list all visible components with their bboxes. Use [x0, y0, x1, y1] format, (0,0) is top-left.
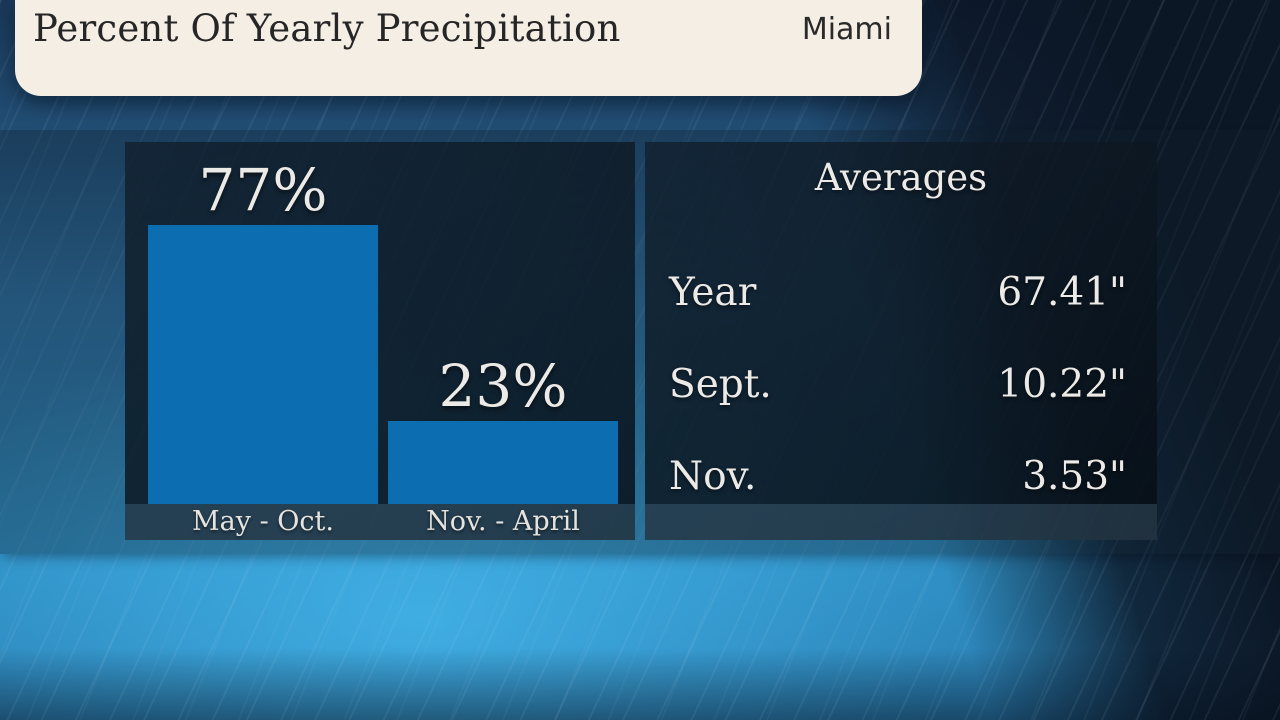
- averages-panel: Averages Year 67.41" Sept. 10.22" Nov. 3…: [645, 142, 1157, 540]
- content-band: 77% 23% May - Oct. Nov. - April Averages…: [0, 130, 1280, 554]
- bar-value-label-may-oct: 77%: [198, 156, 328, 225]
- averages-value-nov: 3.53": [1022, 454, 1127, 499]
- header-card: Percent Of Yearly Precipitation Miami: [15, 0, 922, 96]
- averages-row-nov: Nov. 3.53": [669, 454, 1127, 499]
- bar-may-oct: [148, 225, 378, 504]
- averages-value-sept: 10.22": [997, 362, 1127, 407]
- averages-footer-strip: [645, 504, 1157, 540]
- averages-title: Averages: [814, 156, 988, 199]
- averages-body: Averages Year 67.41" Sept. 10.22" Nov. 3…: [645, 142, 1157, 504]
- averages-value-year: 67.41": [997, 270, 1127, 315]
- averages-row-year: Year 67.41": [669, 270, 1127, 315]
- averages-label-nov: Nov.: [669, 454, 757, 499]
- averages-row-sept: Sept. 10.22": [669, 362, 1127, 407]
- category-label-nov-april: Nov. - April: [426, 506, 580, 537]
- averages-label-year: Year: [669, 270, 757, 315]
- page-title: Percent Of Yearly Precipitation: [33, 7, 621, 50]
- category-strip: May - Oct. Nov. - April: [125, 504, 635, 540]
- bar-value-label-nov-april: 23%: [438, 351, 568, 420]
- chart-plot-area: 77% 23%: [125, 142, 635, 504]
- category-label-may-oct: May - Oct.: [192, 506, 334, 537]
- bar-group-nov-april: 23%: [388, 142, 618, 504]
- averages-label-sept: Sept.: [669, 362, 772, 407]
- bar-nov-april: [388, 420, 618, 504]
- bar-group-may-oct: 77%: [148, 142, 378, 504]
- bar-chart-panel: 77% 23% May - Oct. Nov. - April: [125, 142, 635, 540]
- city-label: Miami: [801, 12, 892, 47]
